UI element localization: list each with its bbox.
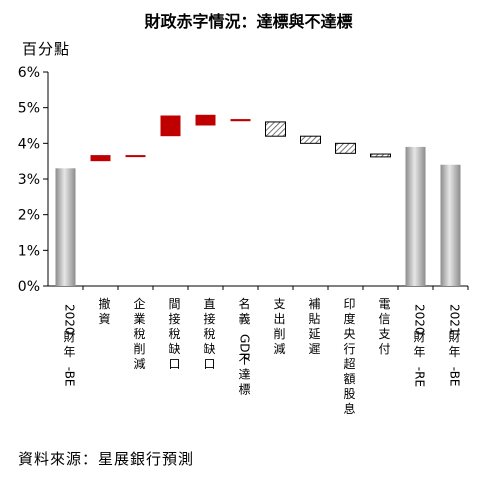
y-tick-label: 6% <box>18 65 40 81</box>
bar-layer <box>55 114 461 286</box>
y-tick-label: 4% <box>18 136 40 152</box>
decrease-bar <box>370 153 391 158</box>
y-tick-label: 2% <box>18 208 40 224</box>
increase-bar <box>195 114 216 126</box>
x-category-label-part: -BE <box>63 367 77 387</box>
x-category-label: 企業稅削減 <box>133 296 145 371</box>
decrease-bar <box>335 142 356 154</box>
y-tick-label: 0% <box>18 279 40 295</box>
x-category-label-part: 2020 <box>63 304 77 335</box>
decrease-bar <box>300 135 321 144</box>
x-category-label: 間接稅缺口 <box>168 297 180 371</box>
x-category-label-part: -BE <box>448 367 462 387</box>
axis-layer: 0% 1% 2% 3% 4% 5% 6% <box>18 65 469 295</box>
x-category-label: 財年 <box>413 329 425 359</box>
y-tick-label: 3% <box>18 172 40 188</box>
total-bar <box>55 168 76 286</box>
decrease-bar <box>265 121 286 137</box>
y-tick-label: 5% <box>18 101 40 117</box>
increase-bar <box>90 155 111 162</box>
total-bar <box>440 164 461 286</box>
x-category-label-part: -RE <box>413 367 427 387</box>
y-axis-unit-label: 百分點 <box>22 40 71 58</box>
x-category-label-part: 2020 <box>413 304 427 335</box>
x-category-label: 支出削減 <box>273 297 285 356</box>
source-note: 資料來源：星展銀行預測 <box>18 450 195 468</box>
x-category-label: 名義不達標 <box>238 296 250 397</box>
x-category-label: 財年 <box>448 329 460 359</box>
total-bar <box>405 146 426 286</box>
x-category-label: 補貼延遲 <box>308 297 320 356</box>
waterfall-chart: 0%1%2%3%4%5%6% 財年2020-BE撤資企業稅削減間接稅缺口直接稅缺… <box>18 65 469 416</box>
y-tick-label: 1% <box>18 243 40 259</box>
chart-title: 財政赤字情況：達標與不達標 <box>144 12 353 31</box>
x-category-label: 撤資 <box>98 296 110 326</box>
increase-bar <box>230 119 251 122</box>
x-category-label: 財年 <box>63 329 75 359</box>
x-category-label-part: GDP <box>238 334 252 360</box>
x-category-label: 印度央行超額股息 <box>343 297 355 416</box>
increase-bar <box>160 115 181 137</box>
x-category-label: 直接稅缺口 <box>203 297 215 371</box>
x-category-label: 電信支付 <box>378 297 390 356</box>
x-label-layer: 財年2020-BE撤資企業稅削減間接稅缺口直接稅缺口名義不達標GDP支出削減補貼… <box>63 296 462 416</box>
increase-bar <box>125 155 146 158</box>
x-category-label-part: 2021 <box>448 304 462 335</box>
